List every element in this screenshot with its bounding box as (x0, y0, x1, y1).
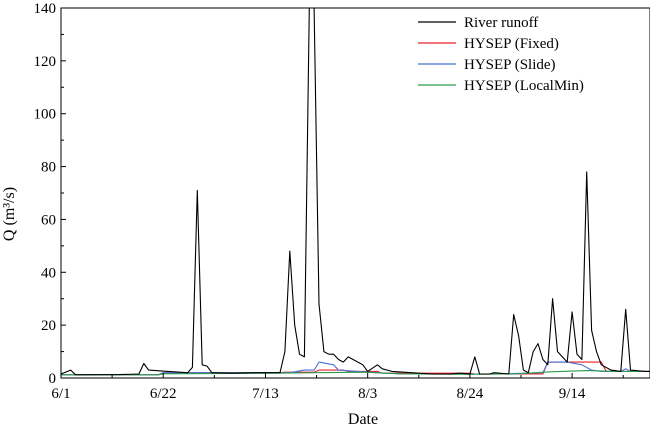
series-layer (61, 8, 650, 376)
y-tick-label: 40 (41, 265, 56, 281)
y-axis-title: Q (m³/s) (1, 187, 18, 241)
y-tick-label: 120 (34, 54, 57, 70)
x-tick-label: 9/14 (559, 386, 586, 402)
y-tick-label: 80 (41, 160, 56, 176)
legend-label: HYSEP (LocalMin) (464, 78, 584, 94)
x-axis-title: Date (348, 411, 378, 428)
x-tick-label: 6/1 (51, 386, 70, 402)
legend: River runoff HYSEP (Fixed) HYSEP (Slide) HY… (418, 15, 584, 94)
x-tick-label: 6/22 (150, 386, 177, 402)
x-axis: 6/1 6/22 7/13 8/3 8/24 9/14 (51, 373, 624, 402)
y-axis: 0 20 40 60 80 100 120 140 (34, 1, 66, 387)
x-tick-label: 8/3 (358, 386, 377, 402)
y-tick-label: 60 (41, 212, 56, 228)
series-line-river-runoff (61, 8, 650, 376)
plot-frame (60, 7, 650, 379)
x-tick-label: 8/24 (457, 386, 484, 402)
y-tick-label: 20 (41, 318, 56, 334)
series-line-hysep-slide (61, 361, 650, 376)
y-tick-label: 140 (34, 1, 57, 17)
x-tick-label: 7/13 (252, 386, 279, 402)
y-tick-label: 0 (49, 371, 57, 387)
y-tick-label: 100 (34, 107, 57, 123)
legend-label: HYSEP (Fixed) (464, 36, 559, 52)
series-line-hysep-fixed (61, 361, 650, 376)
legend-label: River runoff (464, 15, 538, 31)
legend-label: HYSEP (Slide) (464, 57, 556, 73)
